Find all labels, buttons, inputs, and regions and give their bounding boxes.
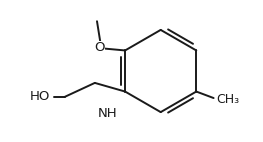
Text: CH₃: CH₃ [216, 93, 239, 106]
Text: NH: NH [98, 107, 118, 120]
Text: O: O [94, 41, 105, 54]
Text: HO: HO [30, 90, 50, 104]
